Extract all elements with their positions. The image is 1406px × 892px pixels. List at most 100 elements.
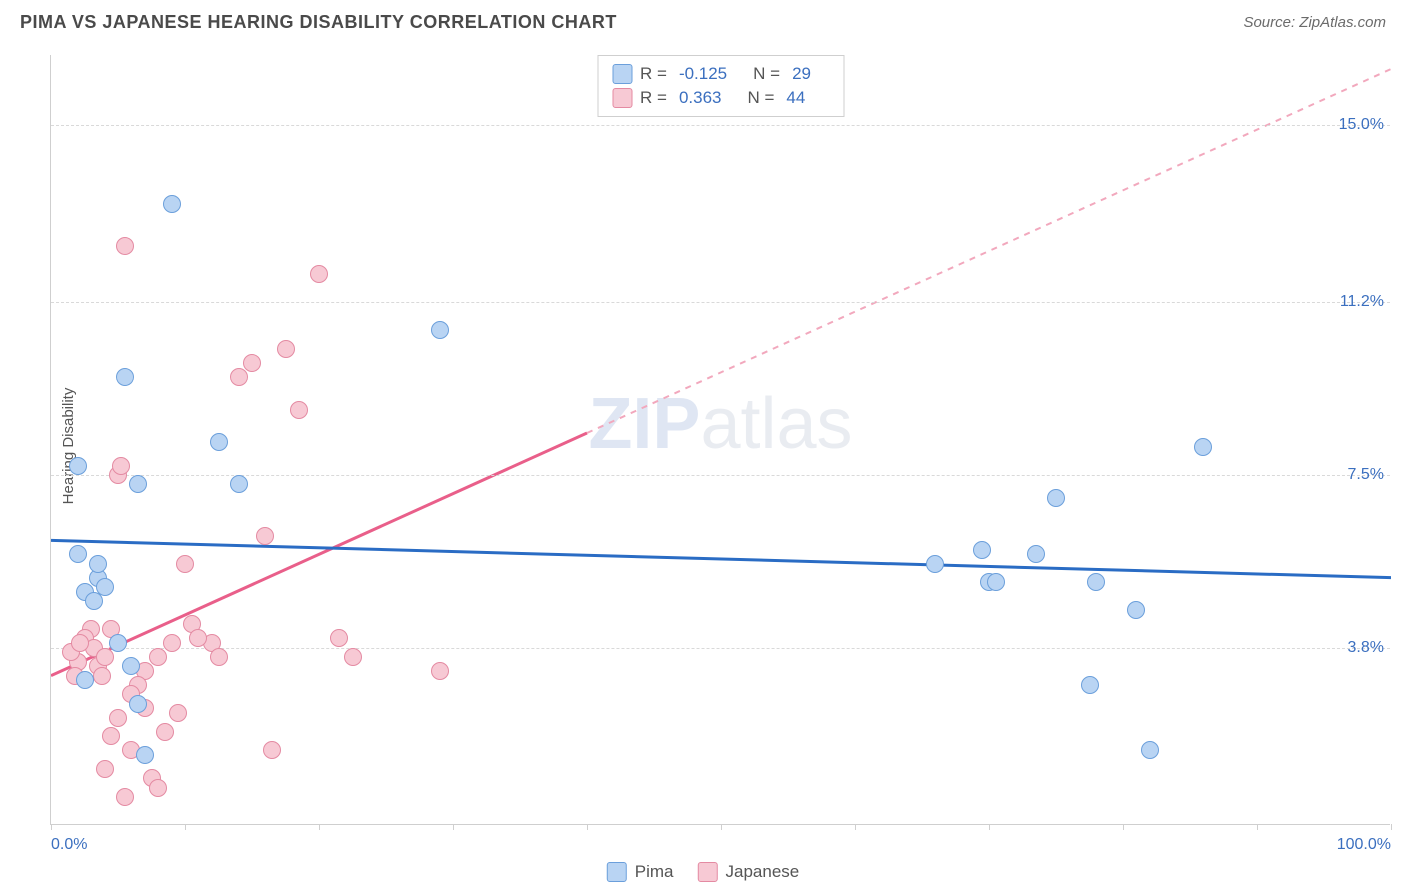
scatter-point-pima	[129, 475, 147, 493]
scatter-point-pima	[69, 545, 87, 563]
scatter-point-japanese	[71, 634, 89, 652]
scatter-point-pima	[926, 555, 944, 573]
stat-row-pima: R = -0.125 N = 29	[612, 62, 829, 86]
x-tick	[587, 824, 588, 830]
stat-n-label: N =	[747, 88, 774, 108]
x-tick	[185, 824, 186, 830]
swatch-japanese	[698, 862, 718, 882]
x-tick	[453, 824, 454, 830]
source-attribution: Source: ZipAtlas.com	[1243, 14, 1386, 31]
scatter-point-japanese	[310, 265, 328, 283]
scatter-point-japanese	[96, 760, 114, 778]
y-tick-label: 7.5%	[1348, 466, 1384, 484]
scatter-point-japanese	[330, 629, 348, 647]
scatter-point-pima	[109, 634, 127, 652]
scatter-point-japanese	[116, 237, 134, 255]
plot-area: ZIPatlas R = -0.125 N = 29 R = 0.363 N =…	[50, 55, 1390, 825]
scatter-point-pima	[1047, 489, 1065, 507]
trendline	[51, 433, 587, 676]
scatter-point-japanese	[344, 648, 362, 666]
scatter-point-japanese	[243, 354, 261, 372]
watermark-zip: ZIP	[588, 384, 700, 464]
scatter-point-japanese	[163, 634, 181, 652]
x-tick	[319, 824, 320, 830]
scatter-point-japanese	[112, 457, 130, 475]
scatter-point-japanese	[93, 667, 111, 685]
swatch-japanese	[612, 88, 632, 108]
gridline	[51, 125, 1390, 126]
legend-label-japanese: Japanese	[726, 862, 800, 882]
scatter-point-japanese	[210, 648, 228, 666]
x-tick	[51, 824, 52, 830]
stat-n-pima: 29	[792, 64, 811, 84]
chart-header: PIMA VS JAPANESE HEARING DISABILITY CORR…	[0, 0, 1406, 41]
scatter-point-pima	[163, 195, 181, 213]
y-tick-label: 11.2%	[1340, 293, 1384, 311]
y-tick-label: 15.0%	[1339, 116, 1384, 134]
y-tick-label: 3.8%	[1348, 639, 1384, 657]
scatter-point-pima	[1027, 545, 1045, 563]
trendline	[587, 69, 1391, 433]
scatter-point-japanese	[290, 401, 308, 419]
scatter-point-pima	[1141, 741, 1159, 759]
scatter-point-pima	[987, 573, 1005, 591]
stat-n-japanese: 44	[786, 88, 805, 108]
scatter-point-japanese	[109, 709, 127, 727]
legend-item-pima: Pima	[607, 862, 674, 882]
correlation-legend: R = -0.125 N = 29 R = 0.363 N = 44	[597, 55, 844, 117]
gridline	[51, 648, 1390, 649]
swatch-pima	[612, 64, 632, 84]
scatter-point-japanese	[230, 368, 248, 386]
trendline	[51, 540, 1391, 577]
scatter-point-pima	[89, 555, 107, 573]
scatter-point-pima	[1087, 573, 1105, 591]
scatter-point-pima	[136, 746, 154, 764]
scatter-point-japanese	[256, 527, 274, 545]
watermark: ZIPatlas	[588, 383, 852, 465]
scatter-point-pima	[973, 541, 991, 559]
x-tick	[721, 824, 722, 830]
gridline	[51, 302, 1390, 303]
watermark-atlas: atlas	[700, 384, 852, 464]
plot-container: ZIPatlas R = -0.125 N = 29 R = 0.363 N =…	[50, 55, 1390, 825]
scatter-point-japanese	[96, 648, 114, 666]
scatter-point-pima	[431, 321, 449, 339]
x-tick	[1257, 824, 1258, 830]
scatter-point-pima	[1081, 676, 1099, 694]
scatter-point-japanese	[189, 629, 207, 647]
scatter-point-pima	[230, 475, 248, 493]
scatter-point-pima	[116, 368, 134, 386]
x-tick	[855, 824, 856, 830]
legend-label-pima: Pima	[635, 862, 674, 882]
scatter-point-pima	[96, 578, 114, 596]
scatter-point-pima	[210, 433, 228, 451]
x-tick-label-min: 0.0%	[51, 836, 87, 854]
stat-r-pima: -0.125	[679, 64, 727, 84]
scatter-point-japanese	[431, 662, 449, 680]
series-legend: Pima Japanese	[607, 862, 799, 882]
scatter-point-japanese	[156, 723, 174, 741]
scatter-point-japanese	[263, 741, 281, 759]
stat-r-japanese: 0.363	[679, 88, 722, 108]
scatter-point-japanese	[102, 727, 120, 745]
gridline	[51, 475, 1390, 476]
stat-r-label: R =	[640, 64, 667, 84]
scatter-point-pima	[129, 695, 147, 713]
scatter-point-pima	[1127, 601, 1145, 619]
swatch-pima	[607, 862, 627, 882]
x-tick-label-max: 100.0%	[1337, 836, 1391, 854]
stat-n-label: N =	[753, 64, 780, 84]
x-tick	[1391, 824, 1392, 830]
trendlines-svg	[51, 55, 1391, 825]
scatter-point-pima	[69, 457, 87, 475]
chart-title: PIMA VS JAPANESE HEARING DISABILITY CORR…	[20, 12, 617, 33]
scatter-point-japanese	[149, 648, 167, 666]
scatter-point-japanese	[149, 779, 167, 797]
stat-r-label: R =	[640, 88, 667, 108]
scatter-point-japanese	[169, 704, 187, 722]
legend-item-japanese: Japanese	[698, 862, 800, 882]
x-tick	[989, 824, 990, 830]
scatter-point-pima	[76, 671, 94, 689]
scatter-point-pima	[1194, 438, 1212, 456]
scatter-point-japanese	[116, 788, 134, 806]
